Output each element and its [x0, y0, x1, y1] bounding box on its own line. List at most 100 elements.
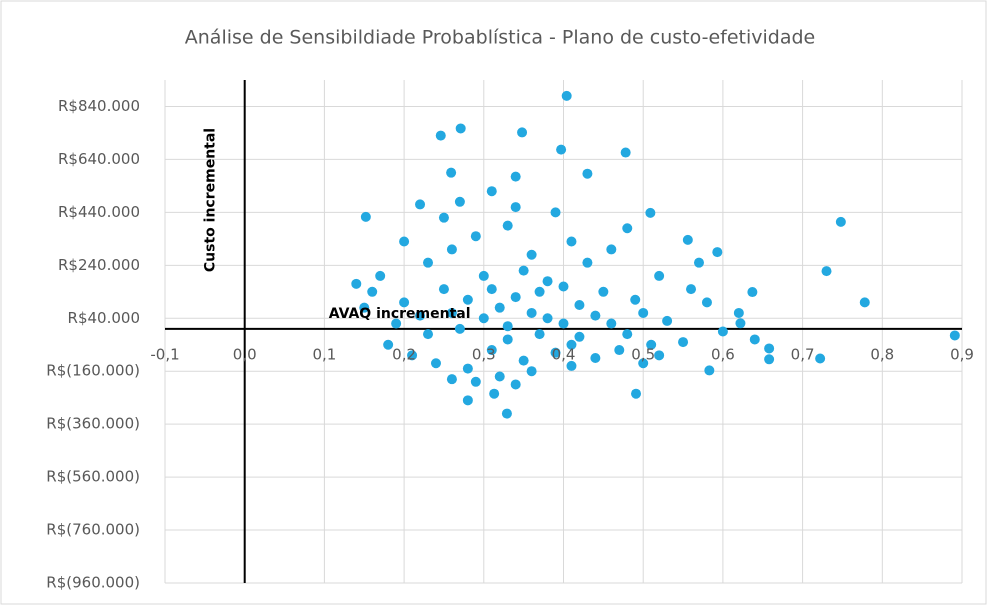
y-tick-label: R$640.000 [58, 150, 140, 168]
point [620, 147, 631, 158]
point [502, 220, 513, 231]
point [454, 323, 465, 334]
x-tick-label: 0,7 [791, 345, 815, 363]
point [654, 350, 665, 361]
point [566, 360, 577, 371]
x-tick-label: 0,4 [552, 345, 576, 363]
point [435, 130, 446, 141]
point [835, 216, 846, 227]
point [542, 276, 553, 287]
point [438, 212, 449, 223]
point [606, 318, 617, 329]
y-tick-label: R$440.000 [58, 203, 140, 221]
point [764, 354, 775, 365]
point [462, 294, 473, 305]
point [735, 318, 746, 329]
y-tick-label: R$(560.000) [46, 468, 140, 486]
point [399, 236, 410, 247]
point [415, 199, 426, 210]
chart-title: Análise de Sensibildiade Probablística -… [185, 27, 815, 49]
point [399, 297, 410, 308]
point [582, 257, 593, 268]
point [375, 270, 386, 281]
point [678, 337, 689, 348]
point [462, 395, 473, 406]
point [558, 318, 569, 329]
point [518, 355, 529, 366]
point [550, 207, 561, 218]
x-tick-label: 0,6 [711, 345, 735, 363]
point [821, 266, 832, 277]
point [526, 307, 537, 318]
x-tick-label: 0,1 [312, 345, 336, 363]
point [606, 244, 617, 255]
point [749, 334, 760, 345]
x-tick-label: 0,0 [233, 345, 257, 363]
point [815, 353, 826, 364]
y-tick-label: R$(360.000) [46, 415, 140, 433]
point [446, 307, 457, 318]
point [682, 234, 693, 245]
point [614, 345, 625, 356]
y-tick-label: R$(960.000) [46, 574, 140, 592]
point [662, 315, 673, 326]
point [470, 376, 481, 387]
point [526, 249, 537, 260]
point [446, 374, 457, 385]
point [582, 168, 593, 179]
x-tick-label: 0,2 [392, 345, 416, 363]
point [510, 202, 521, 213]
point [494, 302, 505, 313]
point [470, 231, 481, 242]
point [534, 329, 545, 340]
point [517, 127, 528, 138]
point [391, 318, 402, 329]
point [764, 343, 775, 354]
point [478, 313, 489, 324]
point [747, 287, 758, 298]
point [566, 339, 577, 350]
point [383, 339, 394, 350]
point [359, 302, 370, 313]
point [478, 270, 489, 281]
point [550, 347, 561, 358]
point [645, 207, 656, 218]
point [630, 294, 641, 305]
point [423, 257, 434, 268]
x-tick-label: -0,1 [150, 345, 179, 363]
x-axis-title: AVAQ incremental [329, 306, 471, 322]
point [430, 358, 441, 369]
point [462, 363, 473, 374]
point [631, 388, 642, 399]
y-tick-label: R$240.000 [58, 256, 140, 274]
x-tick-label: 0,5 [631, 345, 655, 363]
point [733, 307, 744, 318]
point [949, 330, 960, 341]
x-tick-label: 0,3 [472, 345, 496, 363]
point [701, 297, 712, 308]
x-tick-label: 0,9 [950, 345, 974, 363]
point [367, 286, 378, 297]
point [556, 144, 567, 155]
point [622, 329, 633, 340]
point [638, 358, 649, 369]
y-tick-label: R$40.000 [68, 309, 140, 327]
point [446, 167, 457, 178]
point [510, 171, 521, 182]
point [510, 379, 521, 390]
point [566, 236, 577, 247]
point [638, 307, 649, 318]
point [558, 281, 569, 292]
point [438, 284, 449, 295]
point [704, 365, 715, 376]
y-tick-label: R$840.000 [58, 97, 140, 115]
point [574, 331, 585, 342]
point [518, 265, 529, 276]
point [598, 286, 609, 297]
point [360, 211, 371, 222]
point [446, 244, 457, 255]
point [351, 278, 362, 289]
point [454, 196, 465, 207]
point [415, 310, 426, 321]
point [502, 321, 513, 332]
